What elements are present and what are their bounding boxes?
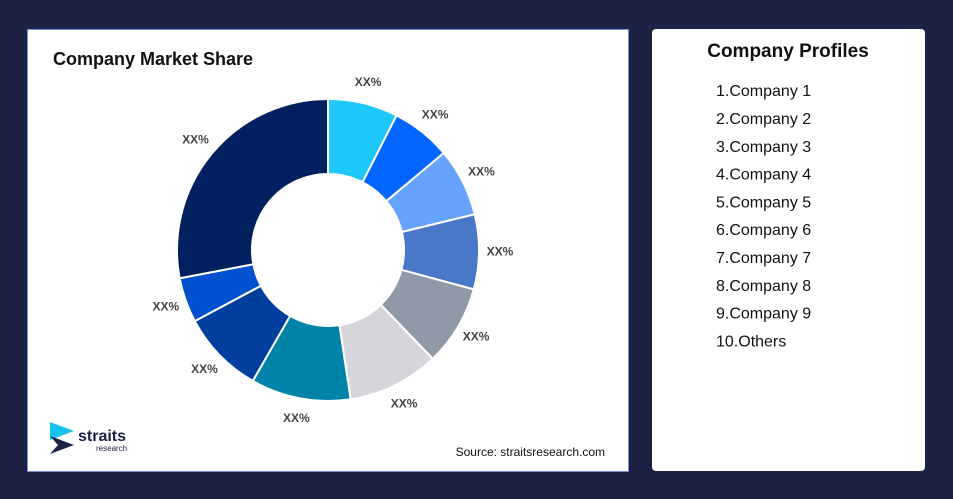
legend-item: 6.Company 6	[716, 222, 811, 239]
logo-mark	[50, 436, 74, 454]
logo-tagline: research	[96, 444, 127, 453]
chart-title: Company Market Share	[53, 49, 253, 69]
chart-panel	[27, 29, 629, 472]
legend-panel	[652, 29, 925, 471]
legend-item: 4.Company 4	[716, 167, 811, 184]
logo: straits research	[50, 422, 127, 454]
data-label: XX%	[463, 330, 490, 344]
data-label: XX%	[152, 299, 179, 313]
legend-item: 3.Company 3	[716, 139, 811, 156]
data-label: XX%	[391, 396, 418, 410]
data-label: XX%	[283, 411, 310, 425]
donut-segment	[176, 97, 329, 280]
source: Source: straitsresearch.com	[456, 445, 605, 459]
data-label: XX%	[468, 165, 495, 179]
data-label: XX%	[422, 108, 449, 122]
legend-item: 8.Company 8	[716, 278, 811, 295]
legend-item: 7.Company 7	[716, 250, 811, 267]
legend-item: 2.Company 2	[716, 111, 811, 128]
data-label: XX%	[191, 362, 218, 376]
legend-item: 10.Others	[716, 333, 786, 350]
legend-item: 1.Company 1	[716, 83, 811, 100]
legend-item: 9.Company 9	[716, 306, 811, 323]
data-label: XX%	[487, 244, 514, 258]
logo-name: straits	[78, 428, 126, 445]
legend-title: Company Profiles	[707, 41, 869, 62]
legend-item: 5.Company 5	[716, 194, 811, 211]
data-label: XX%	[182, 133, 209, 147]
data-label: XX%	[355, 75, 382, 89]
logo-mark	[50, 422, 74, 440]
